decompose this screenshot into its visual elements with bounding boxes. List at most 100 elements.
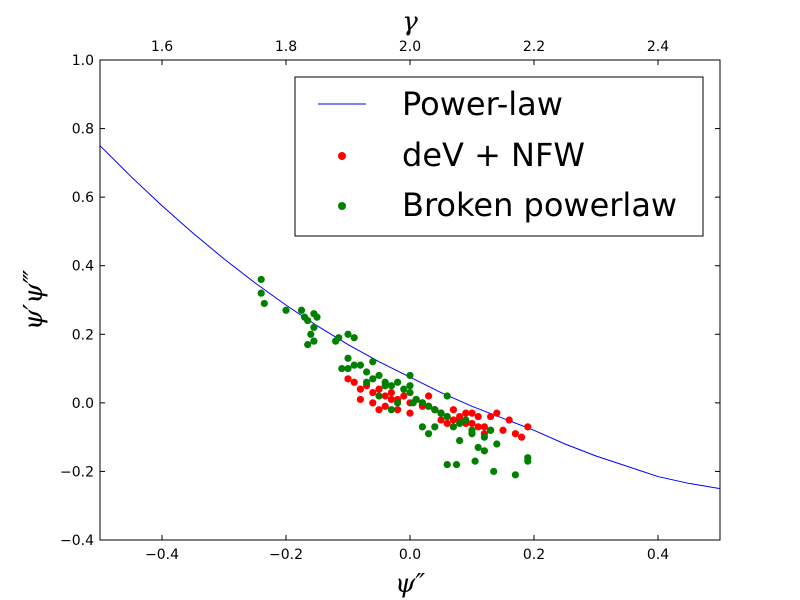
data-point-series-1 <box>449 416 457 424</box>
data-point-series-2 <box>443 392 451 400</box>
data-point-series-2 <box>462 416 470 424</box>
data-point-series-1 <box>449 406 457 414</box>
data-point-series-2 <box>452 460 461 469</box>
data-point-series-2 <box>425 402 433 410</box>
data-point-series-2 <box>350 334 358 342</box>
data-point-series-2 <box>418 399 426 407</box>
data-point-series-2 <box>468 426 476 434</box>
y-tick-label: 0.6 <box>72 190 94 206</box>
data-point-series-2 <box>490 467 498 476</box>
data-point-series-2 <box>394 378 402 386</box>
data-point-series-1 <box>375 385 383 393</box>
data-point-series-2 <box>375 392 383 400</box>
axis-ticks: −0.4 −0.2 0.0 0.2 0.4 −0.4 −0.2 0.0 0.2 0.4 0.6 0.8… <box>60 39 720 563</box>
data-point-series-1 <box>394 406 402 414</box>
data-point-series-2 <box>437 409 445 417</box>
data-point-series-1 <box>456 412 464 421</box>
data-point-series-2 <box>310 337 318 345</box>
x-tick-label: 0.0 <box>399 547 421 563</box>
data-point-series-2 <box>350 361 358 369</box>
data-point-series-1 <box>474 412 482 421</box>
data-point-series-2 <box>418 423 426 431</box>
data-point-series-2 <box>511 471 519 479</box>
data-point-series-2 <box>387 406 395 414</box>
legend-marker-dev-nfw <box>338 152 346 160</box>
x-tick-label: 0.4 <box>647 547 669 563</box>
data-point-series-2 <box>260 299 268 308</box>
data-point-series-1 <box>400 392 408 400</box>
data-point-series-2 <box>456 436 464 445</box>
data-point-series-1 <box>425 392 433 400</box>
data-point-series-2 <box>449 423 457 431</box>
data-point-series-2 <box>313 313 321 321</box>
data-point-series-1 <box>468 409 476 417</box>
data-point-series-2 <box>282 306 290 314</box>
data-point-series-1 <box>462 409 470 417</box>
data-point-series-2 <box>369 358 377 366</box>
data-point-series-1 <box>524 423 532 431</box>
data-point-series-2 <box>363 378 371 386</box>
data-point-series-2 <box>471 457 479 465</box>
data-point-series-1 <box>443 419 451 428</box>
data-point-series-1 <box>387 388 395 397</box>
data-point-series-2 <box>406 388 414 397</box>
data-point-series-2 <box>375 371 383 380</box>
data-point-series-1 <box>487 412 495 421</box>
x-tick-label: −0.2 <box>269 547 303 563</box>
y-tick-label: 0.8 <box>72 122 94 138</box>
data-point-series-1 <box>369 399 377 407</box>
data-point-series-2 <box>344 364 352 373</box>
data-point-series-1 <box>499 426 507 434</box>
data-point-series-2 <box>456 419 464 428</box>
data-point-series-1 <box>505 416 513 424</box>
y-tick-label: −0.4 <box>60 533 94 549</box>
data-point-series-2 <box>406 382 414 390</box>
data-point-series-1 <box>387 395 395 404</box>
top-tick-label: 1.8 <box>275 39 297 55</box>
data-point-series-1 <box>369 388 377 397</box>
data-point-series-2 <box>338 364 346 373</box>
legend-label-power-law: Power-law <box>402 85 563 123</box>
data-point-series-2 <box>524 457 532 465</box>
data-point-series-2 <box>335 334 343 342</box>
data-point-series-2 <box>409 399 417 407</box>
data-point-series-2 <box>257 289 265 297</box>
data-point-series-2 <box>369 375 377 383</box>
x-tick-label: −0.4 <box>145 547 179 563</box>
data-point-series-1 <box>493 409 501 417</box>
data-point-series-1 <box>350 378 358 386</box>
data-point-series-2 <box>381 382 389 390</box>
top-tick-label: 2.2 <box>523 39 545 55</box>
data-point-series-1 <box>375 406 383 414</box>
legend-marker-broken-powerlaw <box>338 202 346 210</box>
y-tick-label: 0.0 <box>72 396 94 412</box>
data-point-series-2 <box>356 361 364 369</box>
legend: Power-law deV + NFW Broken powerlaw <box>294 76 704 237</box>
top-tick-label: 2.4 <box>647 39 669 55</box>
data-point-series-2 <box>443 412 451 421</box>
data-point-series-2 <box>480 447 488 455</box>
data-point-series-2 <box>344 354 352 362</box>
data-point-series-1 <box>344 375 352 383</box>
top-tick-label: 1.6 <box>151 39 173 55</box>
data-point-series-1 <box>474 423 482 431</box>
legend-label-dev-nfw: deV + NFW <box>402 136 585 174</box>
y-tick-label: 0.4 <box>72 259 94 275</box>
data-point-series-1 <box>406 409 414 417</box>
data-point-series-2 <box>425 430 433 438</box>
data-point-series-2 <box>304 340 312 349</box>
y-tick-label: 1.0 <box>72 53 94 69</box>
data-point-series-1 <box>468 419 476 428</box>
data-point-series-2 <box>257 275 265 284</box>
data-point-series-1 <box>356 395 364 404</box>
data-point-series-2 <box>297 306 306 314</box>
data-point-series-1 <box>511 430 519 438</box>
data-point-series-2 <box>387 382 395 390</box>
data-point-series-1 <box>437 416 445 424</box>
data-point-series-2 <box>406 371 414 380</box>
legend-label-broken-powerlaw: Broken powerlaw <box>402 186 677 224</box>
data-point-series-2 <box>394 399 402 407</box>
data-point-series-2 <box>400 385 408 393</box>
plot-area <box>100 145 720 490</box>
